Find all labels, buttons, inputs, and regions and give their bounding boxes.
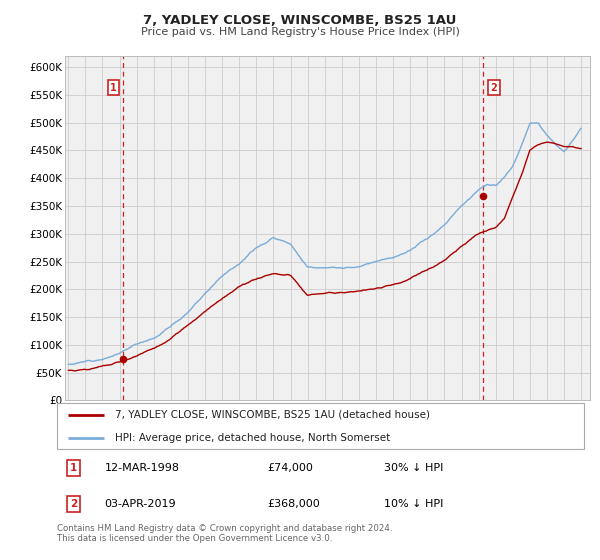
Text: Price paid vs. HM Land Registry's House Price Index (HPI): Price paid vs. HM Land Registry's House … (140, 27, 460, 37)
Text: Contains HM Land Registry data © Crown copyright and database right 2024.: Contains HM Land Registry data © Crown c… (57, 524, 392, 533)
Text: £74,000: £74,000 (268, 463, 314, 473)
Text: 7, YADLEY CLOSE, WINSCOMBE, BS25 1AU (detached house): 7, YADLEY CLOSE, WINSCOMBE, BS25 1AU (de… (115, 410, 430, 419)
Text: 12-MAR-1998: 12-MAR-1998 (104, 463, 179, 473)
Text: 30% ↓ HPI: 30% ↓ HPI (383, 463, 443, 473)
Text: 1: 1 (110, 83, 117, 92)
Text: 1: 1 (70, 463, 77, 473)
FancyBboxPatch shape (57, 403, 584, 449)
Text: £368,000: £368,000 (268, 499, 320, 509)
Text: 03-APR-2019: 03-APR-2019 (104, 499, 176, 509)
Text: 10% ↓ HPI: 10% ↓ HPI (383, 499, 443, 509)
Text: 7, YADLEY CLOSE, WINSCOMBE, BS25 1AU: 7, YADLEY CLOSE, WINSCOMBE, BS25 1AU (143, 14, 457, 27)
Text: HPI: Average price, detached house, North Somerset: HPI: Average price, detached house, Nort… (115, 433, 390, 442)
Text: This data is licensed under the Open Government Licence v3.0.: This data is licensed under the Open Gov… (57, 534, 332, 543)
Text: 2: 2 (70, 499, 77, 509)
Text: 2: 2 (491, 83, 497, 92)
